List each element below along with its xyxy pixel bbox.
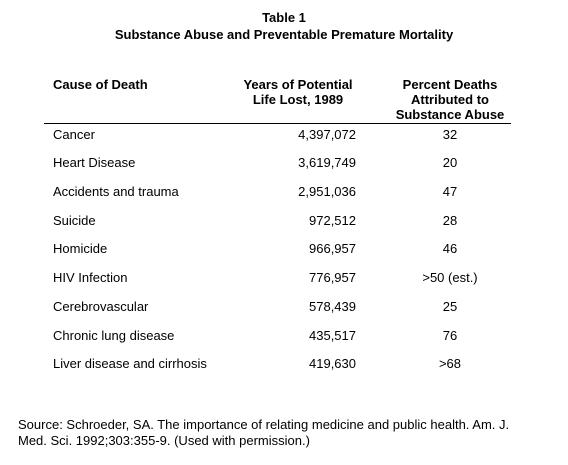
cell-cause: Suicide [53, 213, 96, 228]
cell-years: 4,397,072 [298, 127, 356, 142]
source-line: Med. Sci. 1992;303:355-9. (Used with per… [18, 433, 310, 448]
cell-years: 578,439 [309, 299, 356, 314]
cell-years: 966,957 [309, 241, 356, 256]
table-row: HIV Infection 776,957 >50 (est.) [0, 270, 568, 298]
cell-cause: Liver disease and cirrhosis [53, 356, 207, 371]
cell-years: 3,619,749 [298, 155, 356, 170]
cell-percent: 46 [442, 241, 458, 256]
cell-percent: 32 [442, 127, 458, 142]
header-years-line: Years of Potential [243, 77, 353, 92]
source-citation: Source: Schroeder, SA. The importance of… [18, 417, 563, 449]
cell-years: 2,951,036 [298, 184, 356, 199]
header-percent-line: Attributed to [411, 92, 489, 107]
source-line: Source: Schroeder, SA. The importance of… [18, 417, 510, 432]
cell-cause: HIV Infection [53, 270, 128, 285]
table-row: Liver disease and cirrhosis 419,630 >68 [0, 356, 568, 384]
table-subtitle: Substance Abuse and Preventable Prematur… [114, 27, 454, 42]
cell-percent: >50 (est.) [422, 270, 478, 285]
cell-years: 419,630 [309, 356, 356, 371]
cell-years: 776,957 [309, 270, 356, 285]
table-row: Homicide 966,957 46 [0, 241, 568, 269]
cell-percent: 25 [442, 299, 458, 314]
header-cause-of-death: Cause of Death [53, 77, 148, 92]
cell-cause: Heart Disease [53, 155, 136, 170]
cell-percent: 76 [442, 328, 458, 343]
table-row: Heart Disease 3,619,749 20 [0, 155, 568, 183]
table-row: Cancer 4,397,072 32 [0, 127, 568, 155]
cell-years: 435,517 [309, 328, 356, 343]
table-row: Accidents and trauma 2,951,036 47 [0, 184, 568, 212]
header-percent-line: Substance Abuse [395, 107, 505, 122]
header-percent-line: Percent Deaths [402, 77, 498, 92]
header-divider [44, 123, 511, 124]
cell-percent: 28 [442, 213, 458, 228]
cell-years: 972,512 [309, 213, 356, 228]
cell-cause: Cerebrovascular [53, 299, 149, 314]
cell-cause: Chronic lung disease [53, 328, 175, 343]
table-title: Table 1 [262, 10, 306, 25]
cell-percent: 47 [442, 184, 458, 199]
header-years-line: Life Lost, 1989 [252, 92, 344, 107]
cell-cause: Cancer [53, 127, 95, 142]
header-percent-deaths: Percent Deaths Attributed to Substance A… [375, 77, 525, 122]
table-row: Chronic lung disease 435,517 76 [0, 328, 568, 356]
cell-percent: 20 [442, 155, 458, 170]
cell-cause: Homicide [53, 241, 108, 256]
cell-percent: >68 [438, 356, 462, 371]
table-row: Suicide 972,512 28 [0, 213, 568, 241]
table-row: Cerebrovascular 578,439 25 [0, 299, 568, 327]
cell-cause: Accidents and trauma [53, 184, 179, 199]
header-years-potential-life-lost: Years of Potential Life Lost, 1989 [228, 77, 368, 107]
